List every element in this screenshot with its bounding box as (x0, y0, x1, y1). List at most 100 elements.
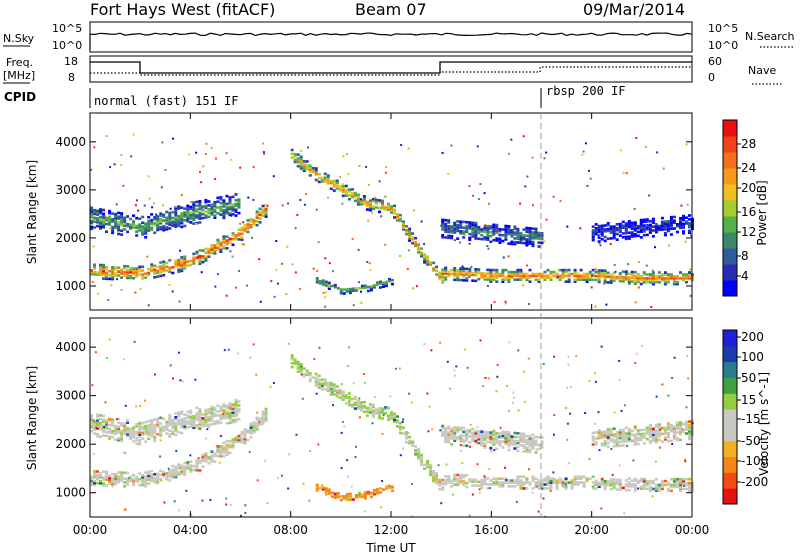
speckle-point (346, 365, 349, 367)
echo-cell (642, 218, 646, 222)
echo-cell (672, 277, 676, 280)
echo-cell (537, 443, 541, 447)
echo-cell (159, 218, 163, 221)
echo-cell (135, 442, 139, 445)
echo-cell (498, 239, 502, 243)
speckle-point (395, 367, 397, 370)
echo-cell (135, 438, 139, 442)
echo-cell (144, 440, 148, 443)
speckle-point (229, 250, 232, 253)
echo-cell (444, 475, 448, 478)
echo-cell (603, 432, 607, 435)
echo-cell (591, 439, 595, 442)
echo-cell (471, 225, 475, 228)
echo-cell (174, 466, 178, 469)
cpid-mode-rbsp: rbsp 200 IF (546, 84, 625, 98)
echo-cell (576, 274, 580, 278)
echo-band-afternoon-echo (441, 266, 694, 286)
speckle-point (463, 234, 466, 237)
echo-cell (207, 215, 211, 219)
echo-cell (114, 438, 118, 441)
echo-cell (498, 481, 502, 484)
echo-cell (546, 475, 550, 478)
echo-cell (666, 481, 670, 485)
ytick-label: 1000 (55, 486, 86, 500)
echo-cell (225, 212, 229, 215)
echo-cell (513, 237, 517, 240)
echo-cell (456, 237, 460, 240)
echo-cell (168, 270, 172, 274)
echo-cell (138, 483, 142, 487)
time-axis: 00:00 04:00 08:00 12:00 16:00 20:00 00:00 (73, 113, 709, 537)
echo-cell (353, 191, 357, 195)
echo-cell (393, 212, 396, 215)
echo-cell (219, 417, 223, 420)
speckle-point (622, 171, 625, 174)
echo-cell (210, 458, 214, 461)
echo-cell (444, 230, 448, 233)
echo-cell (111, 277, 115, 281)
echo-cell (480, 276, 484, 279)
echo-cell (688, 435, 691, 439)
echo-cell (216, 419, 220, 423)
echo-cell (682, 216, 685, 220)
echo-cell (231, 418, 235, 422)
echo-cell (492, 443, 496, 446)
echo-cell (255, 426, 259, 429)
speckle-point (134, 204, 137, 207)
speckle-point (449, 387, 451, 390)
echo-cell (317, 380, 321, 384)
echo-cell (177, 260, 181, 264)
echo-cell (183, 421, 187, 424)
speckle-point (229, 504, 232, 507)
echo-cell (462, 269, 466, 272)
echo-cell (519, 475, 523, 478)
echo-band-afternoon-far-echo (441, 424, 544, 454)
echo-cell (597, 481, 601, 485)
echo-cell (648, 485, 652, 489)
echo-cell (639, 222, 643, 226)
echo-cell (603, 230, 607, 233)
echo-cell (117, 421, 121, 425)
echo-cell (150, 479, 154, 483)
echo-cell (387, 414, 390, 418)
echo-cell (465, 432, 469, 436)
echo-cell (513, 443, 517, 446)
echo-cell (528, 439, 532, 442)
echo-cell (600, 483, 604, 487)
echo-cell (336, 491, 340, 495)
echo-cell (621, 224, 625, 227)
echo-cell (504, 481, 508, 484)
echo-cell (516, 274, 520, 278)
echo-cell (522, 432, 526, 436)
echo-cell (531, 443, 535, 446)
echo-cell (555, 485, 559, 488)
echo-cell (609, 439, 613, 443)
echo-cell (99, 225, 102, 228)
echo-cell (351, 289, 355, 292)
echo-cell (522, 276, 526, 280)
echo-cell (675, 225, 679, 228)
echo-cell (234, 234, 238, 237)
speckle-point (468, 185, 471, 188)
echo-cell (165, 422, 169, 426)
echo-cell (237, 234, 241, 237)
speckle-point (410, 401, 413, 404)
echo-cell (516, 481, 520, 484)
echo-cell (618, 428, 622, 432)
echo-cell (180, 214, 184, 217)
echo-cell (480, 478, 484, 482)
echo-cell (222, 210, 226, 214)
echo-cell (688, 485, 691, 489)
echo-cell (474, 221, 478, 225)
echo-cell (171, 216, 175, 220)
echo-cell (90, 271, 93, 274)
speckle-point (537, 510, 540, 513)
echo-cell (177, 224, 181, 228)
echo-cell (129, 223, 133, 227)
echo-cell (558, 477, 562, 480)
echo-cell (618, 272, 622, 275)
echo-cell (531, 479, 535, 482)
speckle-point (230, 158, 233, 161)
echo-cell (456, 274, 460, 278)
